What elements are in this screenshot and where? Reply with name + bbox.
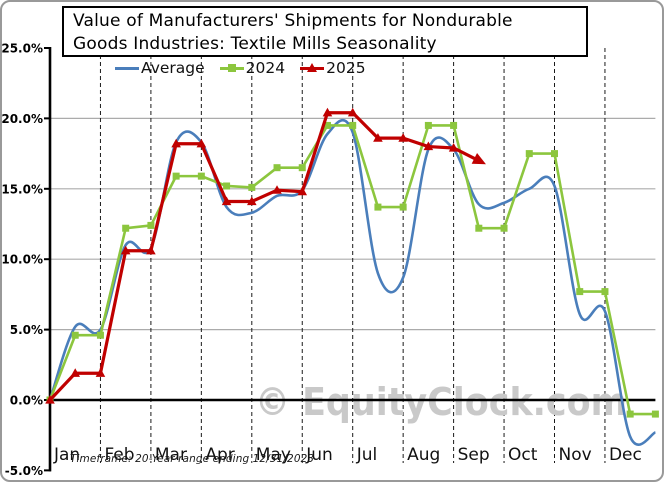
legend-label-2025: 2025 — [326, 59, 366, 77]
y-tick-label: -5.0% — [5, 464, 43, 478]
square-data-marker — [374, 203, 382, 211]
chart-title-line2: Goods Industries: Textile Mills Seasonal… — [73, 33, 437, 54]
square-data-marker — [96, 331, 104, 339]
y-tick-label: 25.0% — [2, 42, 43, 56]
square-data-marker — [223, 182, 231, 190]
month-label: May — [256, 445, 291, 465]
triangle-data-marker — [322, 107, 333, 117]
square-data-marker — [525, 150, 533, 158]
y-tick-label: 15.0% — [2, 182, 43, 196]
triangle-data-marker — [247, 196, 257, 206]
square-data-marker — [197, 172, 205, 180]
month-label: Mar — [155, 445, 187, 465]
legend-item-2024: 2024 — [219, 59, 286, 77]
square-data-marker — [626, 410, 634, 418]
square-data-marker — [298, 164, 306, 172]
square-data-marker — [601, 288, 609, 296]
triangle-data-marker — [146, 245, 156, 255]
triangle-data-marker — [95, 368, 106, 377]
month-label: Oct — [508, 445, 538, 465]
average-line-icon — [115, 62, 139, 74]
month-label: Jun — [305, 445, 333, 465]
chart-title-box: Value of Manufacturers' Shipments for No… — [62, 6, 588, 57]
triangle-data-marker — [171, 138, 181, 148]
square-data-marker — [399, 203, 407, 211]
square-data-marker — [500, 224, 508, 232]
triangle-data-marker — [373, 133, 383, 142]
square-data-marker — [147, 221, 155, 229]
triangle-data-marker — [45, 395, 55, 404]
series-end-arrow-icon — [471, 153, 486, 165]
triangle-data-marker — [398, 133, 408, 142]
triangle-data-marker — [272, 185, 282, 194]
month-label: Nov — [559, 445, 592, 465]
triangle-data-marker — [120, 245, 131, 255]
legend-label-2024: 2024 — [245, 59, 286, 77]
square-data-marker — [273, 164, 281, 172]
y-tick-label: 0.0% — [10, 394, 43, 408]
square-data-marker — [349, 121, 357, 129]
y-tick-label: 10.0% — [2, 253, 43, 267]
triangle-data-marker — [347, 107, 358, 117]
month-label: Apr — [205, 445, 234, 465]
legend-label-average: Average — [141, 59, 205, 77]
legend-item-2025: 2025 — [300, 59, 366, 77]
square-data-marker — [424, 121, 432, 129]
month-label: Feb — [104, 445, 134, 465]
month-label: Aug — [407, 445, 440, 465]
triangle-data-marker — [221, 196, 232, 206]
square-data-marker — [122, 224, 130, 232]
legend: Average 2024 2025 — [115, 59, 366, 77]
triangle-data-marker — [448, 142, 459, 152]
month-label: Sep — [458, 445, 490, 465]
triangle-marker-icon — [300, 62, 325, 74]
triangle-data-marker — [70, 368, 81, 377]
triangle-data-marker — [196, 138, 207, 148]
square-data-marker — [576, 288, 584, 296]
y-tick-label: 20.0% — [2, 112, 43, 126]
axis-labels: 25.0% 20.0% 15.0% 10.0% 5.0% 0.0% -5.0% Jan Feb M… — [2, 42, 642, 478]
month-label: Jan — [53, 445, 80, 465]
square-marker-icon — [219, 62, 244, 74]
month-label: Jul — [356, 445, 378, 465]
square-data-marker — [551, 150, 558, 158]
triangle-data-marker — [423, 141, 434, 151]
gridlines — [50, 48, 656, 463]
chart-title-line1: Value of Manufacturers' Shipments for No… — [73, 11, 513, 31]
square-data-marker — [323, 121, 331, 129]
series-line-2025 — [48, 111, 480, 402]
triangle-data-marker — [297, 186, 308, 196]
square-data-marker — [651, 410, 659, 418]
square-data-marker — [450, 121, 458, 129]
y-tick-label: 5.0% — [10, 323, 43, 337]
watermark-text: © EquityClock.com — [255, 380, 627, 424]
square-data-marker — [71, 331, 79, 339]
legend-item-average: Average — [115, 59, 205, 77]
data-series — [45, 107, 659, 446]
square-data-marker — [475, 224, 483, 232]
month-label: Dec — [609, 445, 642, 465]
timeframe-footnote: Timeframe: 20-Year range ending 12/31/20… — [70, 453, 315, 465]
square-data-marker — [172, 172, 180, 180]
square-data-marker — [248, 183, 256, 191]
